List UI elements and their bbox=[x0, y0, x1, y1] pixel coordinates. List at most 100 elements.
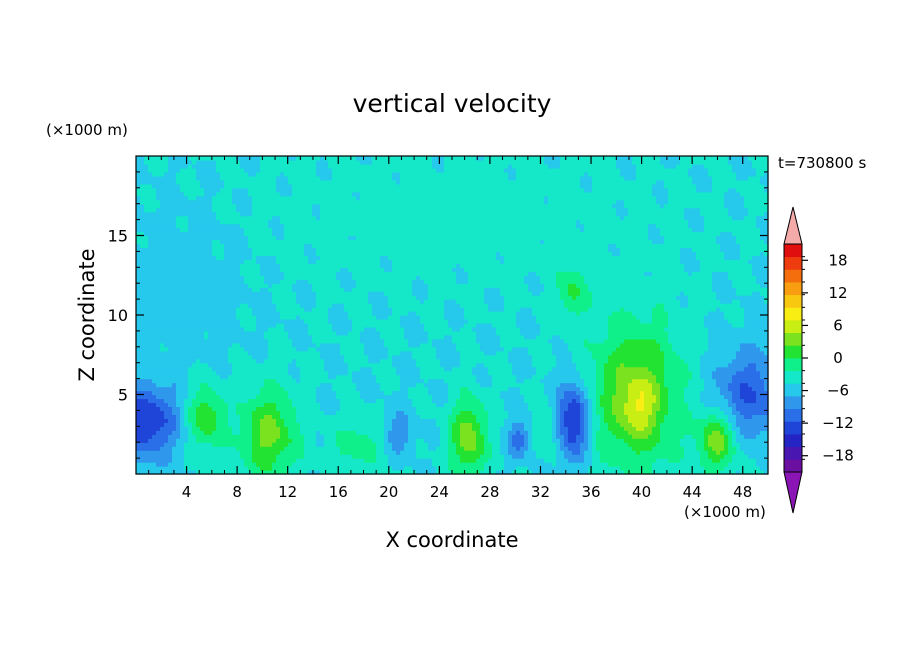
field-cell bbox=[684, 358, 689, 364]
field-cell bbox=[700, 454, 705, 459]
field-cell bbox=[752, 466, 757, 471]
field-cell bbox=[660, 402, 665, 408]
field-cell bbox=[696, 442, 701, 447]
field-cell bbox=[280, 422, 285, 427]
field-cell bbox=[196, 446, 201, 451]
field-cell bbox=[604, 470, 609, 475]
field-cell bbox=[544, 394, 549, 400]
field-cell bbox=[720, 366, 725, 372]
field-cell bbox=[288, 406, 293, 412]
field-cell bbox=[152, 390, 157, 396]
field-cell bbox=[512, 358, 517, 364]
field-cell bbox=[380, 358, 385, 364]
field-cell bbox=[592, 370, 597, 376]
field-cell bbox=[288, 402, 293, 408]
field-cell bbox=[316, 362, 321, 368]
field-cell bbox=[140, 470, 145, 475]
field-cell bbox=[708, 422, 713, 427]
field-cell bbox=[560, 382, 565, 388]
field-cell bbox=[748, 458, 753, 463]
field-cell bbox=[752, 430, 757, 435]
field-cell bbox=[140, 390, 145, 396]
field-cell bbox=[692, 406, 697, 412]
field-cell bbox=[336, 358, 341, 364]
field-cell bbox=[664, 350, 669, 356]
field-cell bbox=[740, 422, 745, 427]
field-cell bbox=[372, 446, 377, 451]
field-cell bbox=[360, 362, 365, 368]
field-cell bbox=[280, 398, 285, 404]
field-cell bbox=[460, 382, 465, 388]
field-cell bbox=[568, 450, 573, 455]
field-cell bbox=[580, 398, 585, 404]
field-cell bbox=[668, 458, 673, 463]
field-cell bbox=[400, 466, 405, 471]
field-cell bbox=[336, 394, 341, 400]
field-cell bbox=[320, 466, 325, 471]
field-cell bbox=[136, 422, 141, 427]
field-cell bbox=[320, 354, 325, 360]
field-cell bbox=[164, 382, 169, 388]
field-cell bbox=[196, 410, 201, 415]
field-cell bbox=[212, 350, 217, 356]
field-cell bbox=[376, 446, 381, 451]
field-cell bbox=[384, 354, 389, 360]
field-cell bbox=[492, 390, 497, 396]
field-cell bbox=[492, 354, 497, 360]
field-cell bbox=[556, 438, 561, 443]
field-cell bbox=[612, 422, 617, 427]
field-cell bbox=[184, 358, 189, 364]
field-cell bbox=[596, 386, 601, 392]
field-cell bbox=[736, 390, 741, 396]
field-cell bbox=[704, 402, 709, 408]
field-cell bbox=[640, 462, 645, 467]
field-cell bbox=[608, 374, 613, 380]
field-cell bbox=[516, 354, 521, 360]
field-cell bbox=[720, 358, 725, 364]
field-cell bbox=[412, 426, 417, 431]
field-cell bbox=[348, 430, 353, 435]
field-cell bbox=[656, 450, 661, 455]
field-cell bbox=[396, 438, 401, 443]
field-cell bbox=[196, 358, 201, 364]
field-cell bbox=[532, 454, 537, 459]
field-cell bbox=[144, 398, 149, 404]
field-cell bbox=[368, 350, 373, 356]
field-cell bbox=[320, 434, 325, 439]
field-cell bbox=[380, 386, 385, 392]
field-cell bbox=[720, 410, 725, 415]
field-cell bbox=[324, 426, 329, 431]
field-cell bbox=[248, 378, 253, 384]
field-cell bbox=[696, 406, 701, 412]
field-cell bbox=[664, 362, 669, 368]
field-cell bbox=[592, 402, 597, 408]
field-cell bbox=[512, 430, 517, 435]
field-cell bbox=[512, 394, 517, 400]
field-cell bbox=[668, 438, 673, 443]
field-cell bbox=[580, 438, 585, 443]
field-cell bbox=[740, 390, 745, 396]
field-cell bbox=[156, 346, 161, 352]
field-cell bbox=[592, 378, 597, 384]
field-cell bbox=[152, 406, 157, 412]
field-cell bbox=[192, 386, 197, 392]
field-cell bbox=[516, 442, 521, 447]
field-cell bbox=[756, 398, 761, 404]
field-cell bbox=[604, 446, 609, 451]
field-cell bbox=[648, 462, 653, 467]
field-cell bbox=[340, 438, 345, 443]
field-cell bbox=[716, 358, 721, 364]
field-cell bbox=[348, 458, 353, 463]
field-cell bbox=[696, 454, 701, 459]
field-cell bbox=[764, 462, 769, 467]
field-cell bbox=[208, 430, 213, 435]
field-cell bbox=[356, 418, 361, 423]
field-cell bbox=[300, 370, 305, 376]
field-cell bbox=[328, 346, 333, 352]
field-cell bbox=[456, 450, 461, 455]
field-cell bbox=[204, 458, 209, 463]
field-cell bbox=[688, 470, 693, 475]
field-cell bbox=[560, 442, 565, 447]
field-cell bbox=[408, 450, 413, 455]
field-cell bbox=[560, 362, 565, 368]
